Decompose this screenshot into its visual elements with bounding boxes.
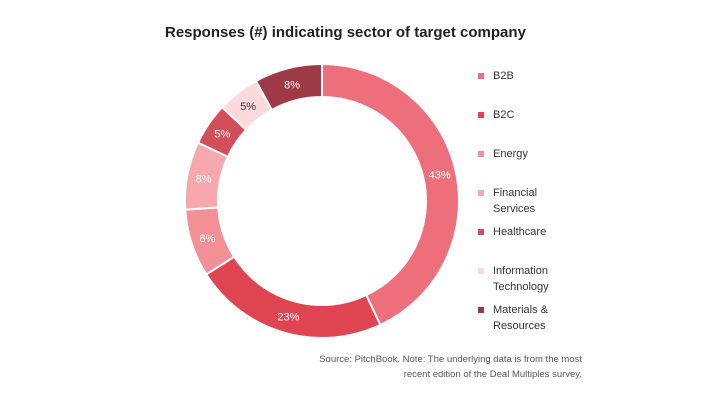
legend-item-financial-services: Financial Services bbox=[478, 185, 537, 217]
legend-item-b2b: B2B bbox=[478, 68, 514, 84]
slice-label-financial-services: 8% bbox=[196, 173, 212, 185]
legend-item-healthcare: Healthcare bbox=[478, 224, 546, 240]
legend-label: Energy bbox=[493, 148, 528, 160]
slice-label-b2b: 43% bbox=[429, 170, 451, 182]
legend-label: Healthcare bbox=[493, 226, 547, 238]
slice-label-materials-resources: 8% bbox=[284, 79, 300, 91]
legend-swatch bbox=[478, 73, 484, 79]
slice-label-healthcare: 5% bbox=[214, 128, 230, 140]
chart-title: Responses (#) indicating sector of targe… bbox=[165, 24, 526, 41]
source-note-line-2: recent edition of the Deal Multiples sur… bbox=[403, 369, 582, 380]
legend-swatch bbox=[478, 307, 484, 313]
legend-swatch bbox=[478, 229, 484, 235]
slice-label-b2c: 23% bbox=[277, 312, 299, 324]
legend-label: B2C bbox=[493, 109, 515, 121]
legend-label: B2B bbox=[493, 70, 514, 82]
legend-swatch bbox=[478, 151, 484, 157]
slice-materials-resources bbox=[254, 62, 323, 112]
source-note: Source: PitchBook. Note: The underlying … bbox=[319, 352, 582, 382]
legend-swatch bbox=[478, 190, 484, 196]
legend-swatch bbox=[478, 268, 484, 274]
legend-label: Financial Services bbox=[493, 187, 538, 215]
legend-item-information-technology: Information Technology bbox=[478, 263, 549, 295]
source-note-line-1: Source: PitchBook. Note: The underlying … bbox=[319, 354, 582, 365]
legend-item-b2c: B2C bbox=[478, 107, 514, 123]
legend-label: Information Technology bbox=[493, 265, 549, 293]
legend-item-materials-resources: Materials & Resources bbox=[478, 302, 548, 334]
slice-label-energy: 8% bbox=[199, 233, 215, 245]
slice-label-information-technology: 5% bbox=[240, 101, 256, 113]
legend-item-energy: Energy bbox=[478, 146, 528, 162]
slice-b2c bbox=[204, 255, 382, 339]
legend-swatch bbox=[478, 112, 484, 118]
slice-b2b bbox=[321, 62, 460, 327]
legend-label: Materials & Resources bbox=[493, 304, 549, 332]
